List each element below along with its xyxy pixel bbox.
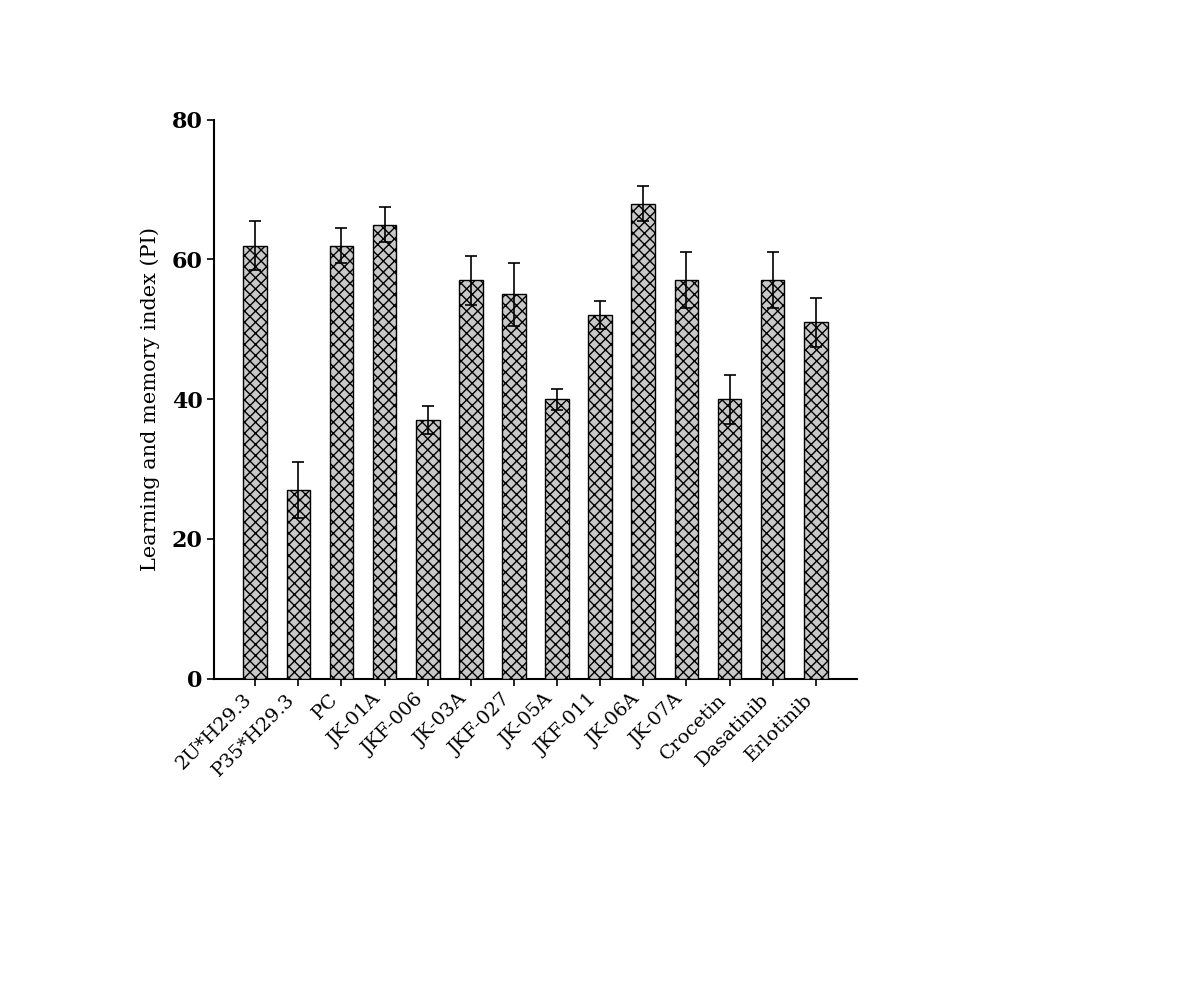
Bar (545, 399, 569, 679)
Bar (244, 246, 267, 679)
Y-axis label: Learning and memory index (PI): Learning and memory index (PI) (140, 228, 161, 571)
Bar (760, 280, 784, 679)
Bar (588, 315, 612, 679)
Bar (287, 490, 311, 679)
Bar (675, 280, 699, 679)
Bar (804, 322, 827, 679)
Bar (330, 246, 353, 679)
Bar (372, 225, 396, 679)
Bar (632, 204, 656, 679)
Bar (415, 420, 439, 679)
Bar (459, 280, 483, 679)
Bar (718, 399, 741, 679)
Bar (502, 294, 526, 679)
